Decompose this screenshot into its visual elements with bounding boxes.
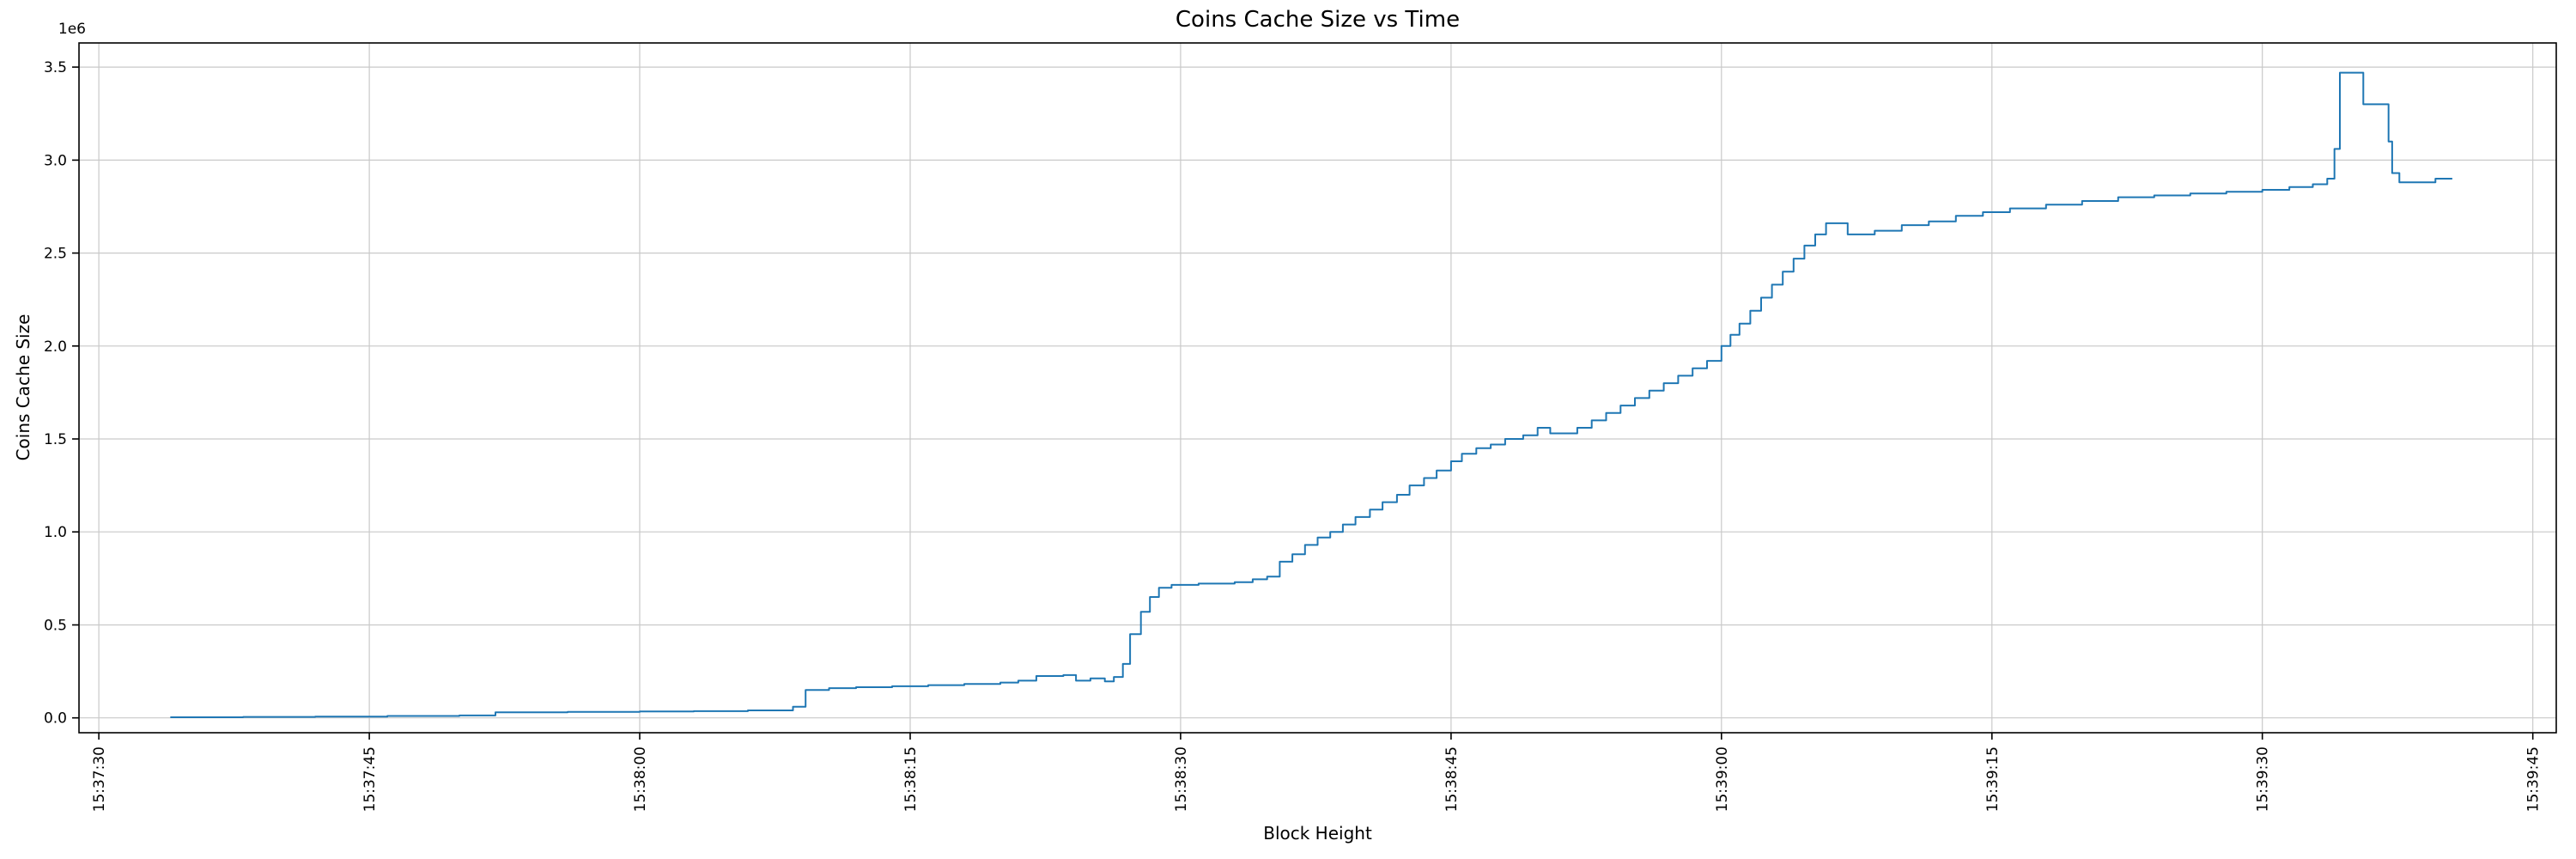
y-tick-label: 3.0 bbox=[44, 152, 67, 169]
y-tick-label: 2.0 bbox=[44, 338, 67, 356]
x-tick-label: 15:38:30 bbox=[1173, 746, 1190, 812]
series-line bbox=[170, 71, 2453, 718]
y-tick-label: 3.5 bbox=[44, 59, 67, 76]
y-tick-label: 0.5 bbox=[44, 618, 67, 635]
x-tick-label: 15:39:15 bbox=[1984, 746, 2002, 812]
y-tick-label: 1.5 bbox=[44, 431, 67, 448]
y-tick-label: 2.5 bbox=[44, 246, 67, 263]
x-tick-label: 15:39:00 bbox=[1714, 746, 1731, 812]
x-tick-label: 15:38:15 bbox=[902, 746, 920, 812]
axes-spines bbox=[78, 42, 2557, 734]
x-tick-label: 15:38:45 bbox=[1443, 746, 1461, 812]
x-tick-label: 15:38:00 bbox=[632, 746, 649, 812]
x-tick-label: 15:39:45 bbox=[2525, 746, 2543, 812]
x-tick-label: 15:37:45 bbox=[361, 746, 379, 812]
y-tick-label: 0.0 bbox=[44, 710, 67, 728]
x-axis-label: Block Height bbox=[1263, 823, 1372, 844]
y-tick-label: 1.0 bbox=[44, 524, 67, 541]
chart-title: Coins Cache Size vs Time bbox=[1175, 7, 1461, 33]
x-tick-label: 15:37:30 bbox=[91, 746, 108, 812]
y-axis-offset-label: 1e6 bbox=[58, 21, 86, 38]
x-tick-label: 15:39:30 bbox=[2255, 746, 2272, 812]
